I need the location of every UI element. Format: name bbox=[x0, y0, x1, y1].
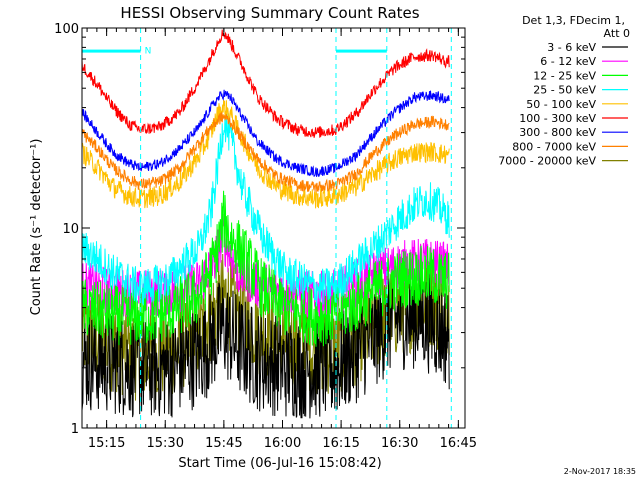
y-axis: 1 10 100 bbox=[54, 22, 465, 437]
night-interval-1 bbox=[82, 49, 141, 53]
night-marker-label: N bbox=[145, 47, 152, 57]
series-line-4 bbox=[81, 112, 450, 307]
x-tick-label: 16:00 bbox=[264, 436, 301, 451]
x-tick-label: 15:30 bbox=[147, 436, 184, 451]
legend-label: 300 - 800 keV bbox=[519, 126, 596, 139]
legend-header-line-1: Det 1,3, FDecim 1, bbox=[522, 14, 625, 27]
x-tick-label: 16:45 bbox=[440, 436, 477, 451]
legend-label: 800 - 7000 keV bbox=[512, 140, 596, 153]
legend-label: 100 - 300 keV bbox=[519, 112, 596, 125]
x-tick-label: 16:15 bbox=[322, 436, 359, 451]
legend-label: 25 - 50 keV bbox=[533, 84, 596, 97]
y-tick-label: 1 bbox=[71, 422, 79, 437]
series-line-5 bbox=[81, 99, 450, 209]
series-line-7 bbox=[81, 89, 450, 178]
x-axis-label: Start Time (06-Jul-16 15:08:42) bbox=[178, 456, 381, 471]
legend-header-line-2: Att 0 bbox=[604, 27, 630, 40]
legend-label: 12 - 25 keV bbox=[533, 69, 596, 82]
series-line-6 bbox=[81, 29, 450, 138]
series-line-8 bbox=[81, 112, 450, 193]
footer-timestamp: 2-Nov-2017 18:35 bbox=[564, 467, 636, 476]
y-axis-label: Count Rate (s⁻¹ detector⁻¹) bbox=[29, 139, 44, 316]
legend-label: 50 - 100 keV bbox=[526, 98, 596, 111]
plot-area: N bbox=[81, 27, 466, 429]
x-tick-label: 15:15 bbox=[88, 436, 125, 451]
legend-label: 7000 - 20000 keV bbox=[498, 155, 596, 168]
x-tick-label: 16:30 bbox=[381, 436, 418, 451]
legend-label: 6 - 12 keV bbox=[540, 55, 596, 68]
x-axis: 15:15 15:30 15:45 16:00 16:15 16:30 16:45 bbox=[86, 28, 477, 451]
series-line-1 bbox=[81, 266, 450, 419]
y-tick-label: 10 bbox=[62, 222, 79, 237]
chart-title: HESSI Observing Summary Count Rates bbox=[120, 4, 419, 22]
night-interval-2 bbox=[336, 49, 387, 53]
y-tick-label: 100 bbox=[54, 22, 79, 37]
x-tick-label: 15:45 bbox=[205, 436, 242, 451]
legend-label: 3 - 6 keV bbox=[547, 41, 596, 54]
